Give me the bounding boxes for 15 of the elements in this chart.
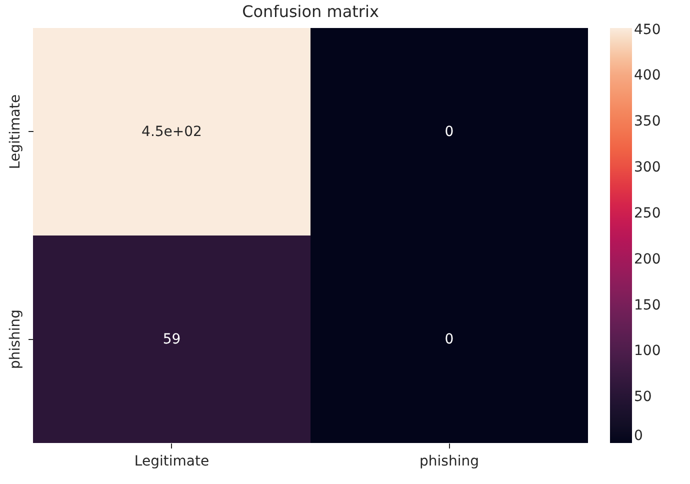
color-bar-label: 50 xyxy=(634,389,652,406)
color-bar-label: 350 xyxy=(634,114,661,130)
chart-title: Confusion matrix xyxy=(242,2,379,21)
color-bar-label: 100 xyxy=(634,343,661,360)
data-label: 0 xyxy=(444,331,454,348)
color-bar-label: 200 xyxy=(634,251,661,268)
color-bar-label: 0 xyxy=(634,428,643,444)
color-bar-label: 250 xyxy=(634,205,661,222)
color-bar-label: 400 xyxy=(634,68,661,84)
color-bar-label: 150 xyxy=(634,297,661,314)
data-label: 4.5e+02 xyxy=(142,124,202,140)
color-bar-label: 300 xyxy=(634,160,661,176)
data-label: 0 xyxy=(444,124,454,140)
color-bar-label: 450 xyxy=(634,22,661,38)
data-label: 59 xyxy=(162,331,181,348)
